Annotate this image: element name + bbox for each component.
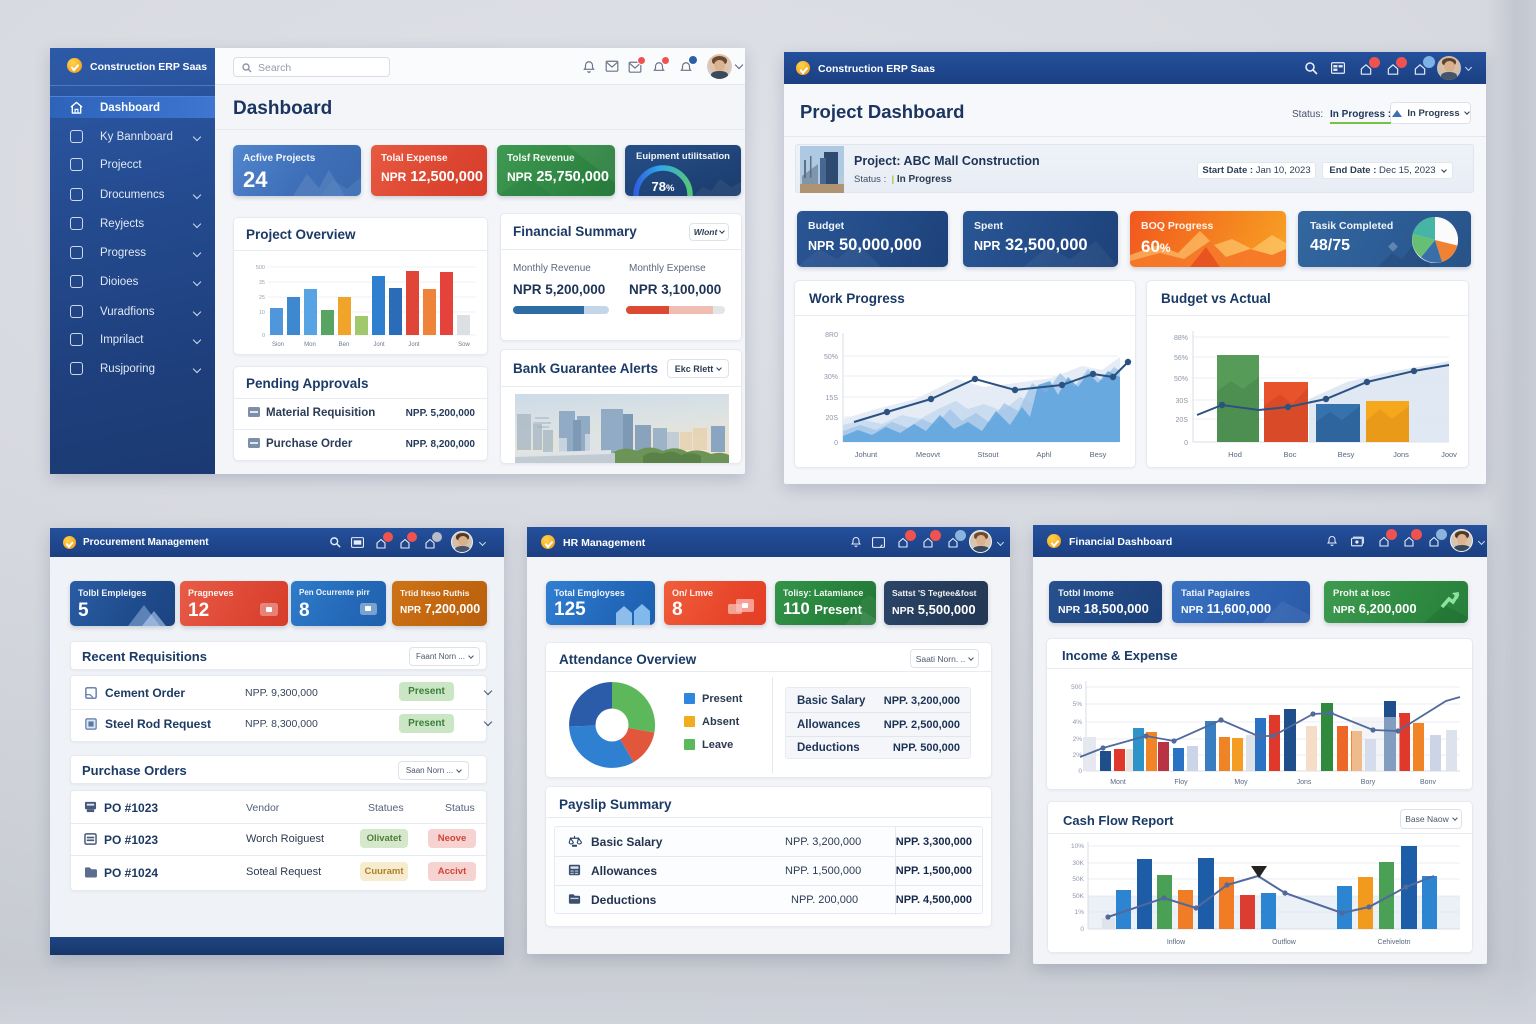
svg-text:4%: 4% <box>1073 719 1083 726</box>
svg-text:Besy: Besy <box>1338 450 1355 459</box>
svg-text:Bory: Bory <box>1361 779 1376 786</box>
svg-text:0: 0 <box>1078 768 1082 775</box>
svg-text:30S: 30S <box>1176 398 1189 405</box>
svg-text:50K: 50K <box>1072 876 1084 883</box>
svg-text:Sow: Sow <box>458 342 470 348</box>
svg-text:20S: 20S <box>1176 417 1189 424</box>
svg-text:20S: 20S <box>826 415 839 422</box>
svg-text:500: 500 <box>256 265 265 271</box>
svg-text:50%: 50% <box>1174 376 1188 383</box>
svg-text:Besy: Besy <box>1090 450 1107 459</box>
svg-text:5%: 5% <box>1073 701 1083 708</box>
svg-text:56%: 56% <box>1174 355 1188 362</box>
svg-text:50K: 50K <box>1072 893 1084 900</box>
svg-text:Floy: Floy <box>1174 779 1188 786</box>
svg-text:Bonv: Bonv <box>1420 779 1436 786</box>
svg-text:35: 35 <box>259 280 265 286</box>
svg-text:1%: 1% <box>1075 909 1085 916</box>
svg-text:2%: 2% <box>1073 752 1083 759</box>
svg-text:30%: 30% <box>824 374 838 381</box>
svg-text:0: 0 <box>1080 926 1084 933</box>
svg-text:Joov: Joov <box>1441 450 1457 459</box>
svg-text:Ben: Ben <box>339 342 350 348</box>
svg-text:50%: 50% <box>824 354 838 361</box>
svg-text:10%: 10% <box>1071 843 1084 850</box>
svg-text:Jons: Jons <box>1393 450 1409 459</box>
svg-text:Meovvt: Meovvt <box>916 450 941 459</box>
svg-text:0: 0 <box>834 440 838 447</box>
svg-text:Stsout: Stsout <box>977 450 999 459</box>
svg-text:Cehivelotn: Cehivelotn <box>1377 939 1410 946</box>
svg-text:Moy: Moy <box>1234 779 1248 786</box>
svg-text:Jont: Jont <box>408 342 420 348</box>
svg-text:Mon: Mon <box>304 342 316 348</box>
svg-text:Aphl: Aphl <box>1036 450 1051 459</box>
svg-text:Johunt: Johunt <box>855 450 878 459</box>
svg-text:2%: 2% <box>1073 736 1083 743</box>
svg-text:0: 0 <box>262 333 265 339</box>
svg-text:Jons: Jons <box>1297 779 1312 786</box>
svg-text:Jont: Jont <box>373 342 385 348</box>
svg-text:Sion: Sion <box>272 342 284 348</box>
svg-text:88%: 88% <box>1174 335 1188 342</box>
svg-text:Inflow: Inflow <box>1167 939 1186 946</box>
svg-text:Mont: Mont <box>1110 779 1126 786</box>
svg-text:30K: 30K <box>1072 860 1084 867</box>
svg-text:Outflow: Outflow <box>1272 939 1297 946</box>
svg-text:Boc: Boc <box>1284 450 1297 459</box>
svg-text:0: 0 <box>1184 440 1188 447</box>
svg-text:25: 25 <box>259 295 265 301</box>
svg-text:8R0: 8R0 <box>825 332 838 339</box>
svg-text:500: 500 <box>1071 684 1082 691</box>
svg-text:Hod: Hod <box>1228 450 1242 459</box>
svg-text:10: 10 <box>259 310 265 316</box>
svg-text:15S: 15S <box>826 395 839 402</box>
